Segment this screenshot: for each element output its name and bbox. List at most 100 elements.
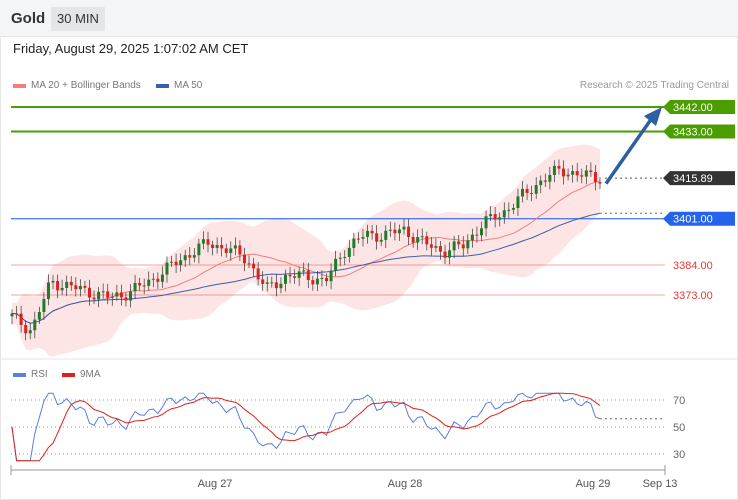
candle xyxy=(37,312,41,320)
legend-ma20-label: MA 20 + Bollinger Bands xyxy=(31,80,141,91)
candle xyxy=(525,188,529,194)
candle xyxy=(83,285,87,288)
candle xyxy=(46,282,50,300)
legend-rsi-label: RSI xyxy=(31,369,48,380)
candle xyxy=(397,229,401,234)
bollinger-band xyxy=(12,144,600,357)
candle xyxy=(201,239,205,244)
instrument-title: Gold xyxy=(11,10,46,27)
candle xyxy=(174,261,178,266)
candle xyxy=(575,171,579,176)
candle xyxy=(19,313,23,325)
timeframe-badge[interactable]: 30 MIN xyxy=(51,7,105,31)
candle xyxy=(60,287,64,291)
candle xyxy=(557,165,561,169)
candle xyxy=(580,175,584,177)
candle xyxy=(593,172,597,183)
x-tick-label: Sep 13 xyxy=(643,478,678,490)
candle xyxy=(434,246,438,248)
level-label: 3384.00 xyxy=(673,260,713,272)
candle xyxy=(466,240,470,249)
ma50-swatch xyxy=(156,83,169,88)
x-tick-label: Aug 28 xyxy=(388,478,423,490)
candle xyxy=(220,244,224,249)
candle xyxy=(261,279,265,284)
candle xyxy=(543,180,547,182)
level-label: 3401.00 xyxy=(673,214,713,226)
candle xyxy=(393,229,397,234)
candle xyxy=(252,263,256,269)
candle xyxy=(356,238,360,240)
candle xyxy=(329,270,333,282)
legend-rsi-ma-label: 9MA xyxy=(80,369,101,380)
candle xyxy=(42,299,46,313)
candle xyxy=(347,247,351,257)
candle xyxy=(142,285,146,287)
candle xyxy=(138,282,142,286)
candle xyxy=(265,282,269,284)
credit: Research © 2025 Trading Central xyxy=(579,80,729,91)
candle xyxy=(215,244,219,249)
candle xyxy=(457,241,461,245)
candle xyxy=(484,216,488,229)
candle xyxy=(589,170,593,173)
candle xyxy=(101,291,105,293)
legend-ma20: MA 20 + Bollinger Bands xyxy=(13,80,141,91)
forecast-arrow xyxy=(604,116,654,185)
legend-ma50-label: MA 50 xyxy=(174,80,203,91)
rsi-tick-label: 30 xyxy=(673,449,685,461)
candle xyxy=(320,277,324,279)
level-label: 3433.00 xyxy=(673,127,713,139)
candle xyxy=(179,260,183,266)
candle xyxy=(502,210,506,218)
candle xyxy=(402,226,406,230)
candle xyxy=(229,248,233,253)
candle xyxy=(133,282,137,292)
candle xyxy=(160,274,164,282)
candle xyxy=(183,255,187,261)
candle xyxy=(379,239,383,242)
ma50-line xyxy=(11,212,601,324)
candle xyxy=(247,263,251,265)
level-tag xyxy=(663,124,735,139)
header-bar xyxy=(0,0,738,36)
candle xyxy=(361,236,365,239)
candle xyxy=(78,285,82,290)
candle xyxy=(530,193,534,195)
level-label: 3442.00 xyxy=(673,102,713,114)
candle xyxy=(15,313,19,315)
candle xyxy=(562,168,566,177)
candle xyxy=(479,228,483,236)
candle xyxy=(288,274,292,277)
candle xyxy=(443,251,447,258)
candle xyxy=(516,196,520,208)
candle xyxy=(110,296,114,298)
level-tag xyxy=(663,100,735,114)
candle xyxy=(211,244,215,249)
candle xyxy=(129,291,133,301)
candle xyxy=(65,281,69,288)
candle xyxy=(233,245,237,249)
candle xyxy=(366,230,370,237)
candle xyxy=(407,226,411,238)
candle xyxy=(470,234,474,241)
candle xyxy=(279,283,283,289)
candle xyxy=(224,248,228,253)
candle xyxy=(534,185,538,194)
candle xyxy=(33,319,37,331)
candle xyxy=(28,330,32,334)
candle xyxy=(170,261,174,263)
candle xyxy=(334,258,338,271)
candle xyxy=(192,255,196,258)
candle xyxy=(256,268,260,280)
candle xyxy=(270,282,274,284)
candle xyxy=(448,250,452,258)
rsi-swatch xyxy=(13,372,26,377)
candle xyxy=(293,276,297,278)
ma20-swatch xyxy=(13,83,26,88)
candle xyxy=(24,324,28,334)
candle xyxy=(416,237,420,243)
candle xyxy=(302,270,306,272)
rsi-ma-line xyxy=(11,392,601,462)
